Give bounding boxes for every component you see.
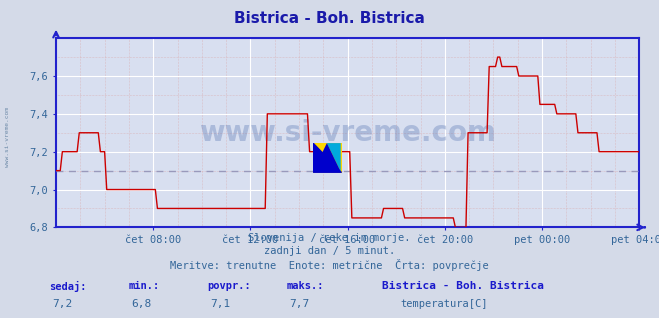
Text: 6,8: 6,8 [132,299,152,309]
Polygon shape [313,143,341,172]
Text: www.si-vreme.com: www.si-vreme.com [199,119,496,147]
Text: Meritve: trenutne  Enote: metrične  Črta: povprečje: Meritve: trenutne Enote: metrične Črta: … [170,259,489,272]
Text: Bistrica - Boh. Bistrica: Bistrica - Boh. Bistrica [234,11,425,26]
Text: 7,7: 7,7 [290,299,310,309]
Text: Bistrica - Boh. Bistrica: Bistrica - Boh. Bistrica [382,281,544,291]
Text: povpr.:: povpr.: [208,281,251,291]
Text: sedaj:: sedaj: [49,281,87,293]
Text: 7,1: 7,1 [211,299,231,309]
Text: 7,2: 7,2 [53,299,72,309]
Text: zadnji dan / 5 minut.: zadnji dan / 5 minut. [264,246,395,256]
Text: min.:: min.: [129,281,159,291]
Text: temperatura[C]: temperatura[C] [400,299,488,309]
Text: www.si-vreme.com: www.si-vreme.com [5,107,11,167]
Text: maks.:: maks.: [287,281,324,291]
Text: Slovenija / reke in morje.: Slovenija / reke in morje. [248,233,411,243]
Polygon shape [327,143,341,172]
